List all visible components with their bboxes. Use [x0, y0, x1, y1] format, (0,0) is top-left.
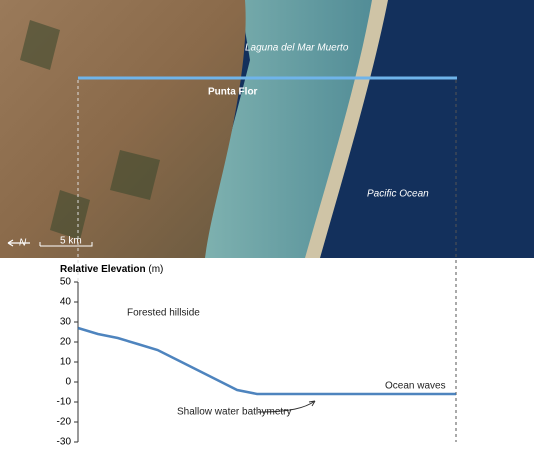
annotation: Ocean waves: [385, 381, 446, 392]
y-tick-label: 40: [60, 297, 72, 308]
scale-bar: [39, 242, 93, 247]
scale-label: 5 km: [60, 236, 82, 247]
sandbar: [305, 0, 388, 258]
profile-line: [77, 326, 456, 396]
lagoon: [200, 0, 385, 258]
y-tick-label: 10: [60, 357, 72, 368]
y-tick-label: -10: [57, 397, 72, 408]
y-tick-label: 50: [60, 277, 72, 288]
north-label: N: [19, 238, 27, 249]
north-arrow: [7, 239, 30, 247]
map-label: Pacific Ocean: [367, 189, 429, 200]
chart-title: Relative Elevation (m): [60, 264, 163, 275]
annotation: Forested hillside: [127, 308, 200, 319]
satellite-image: Laguna del Mar Muerto Punta Flor Pacific…: [0, 0, 534, 258]
y-tick-label: -20: [57, 417, 72, 428]
map-label: Punta Flor: [208, 87, 258, 98]
y-tick-label: 0: [65, 377, 71, 388]
y-tick-label: 20: [60, 337, 72, 348]
unit: (m): [148, 264, 163, 275]
map-label: Laguna del Mar Muerto: [245, 43, 349, 54]
annotation-arrow: [257, 400, 316, 413]
annotation: Shallow water bathymetry: [177, 407, 292, 418]
title: Relative Elevation: [60, 264, 146, 275]
y-tick-label: 30: [60, 317, 72, 328]
fields: [20, 20, 160, 240]
y-tick-label: -30: [57, 437, 72, 448]
